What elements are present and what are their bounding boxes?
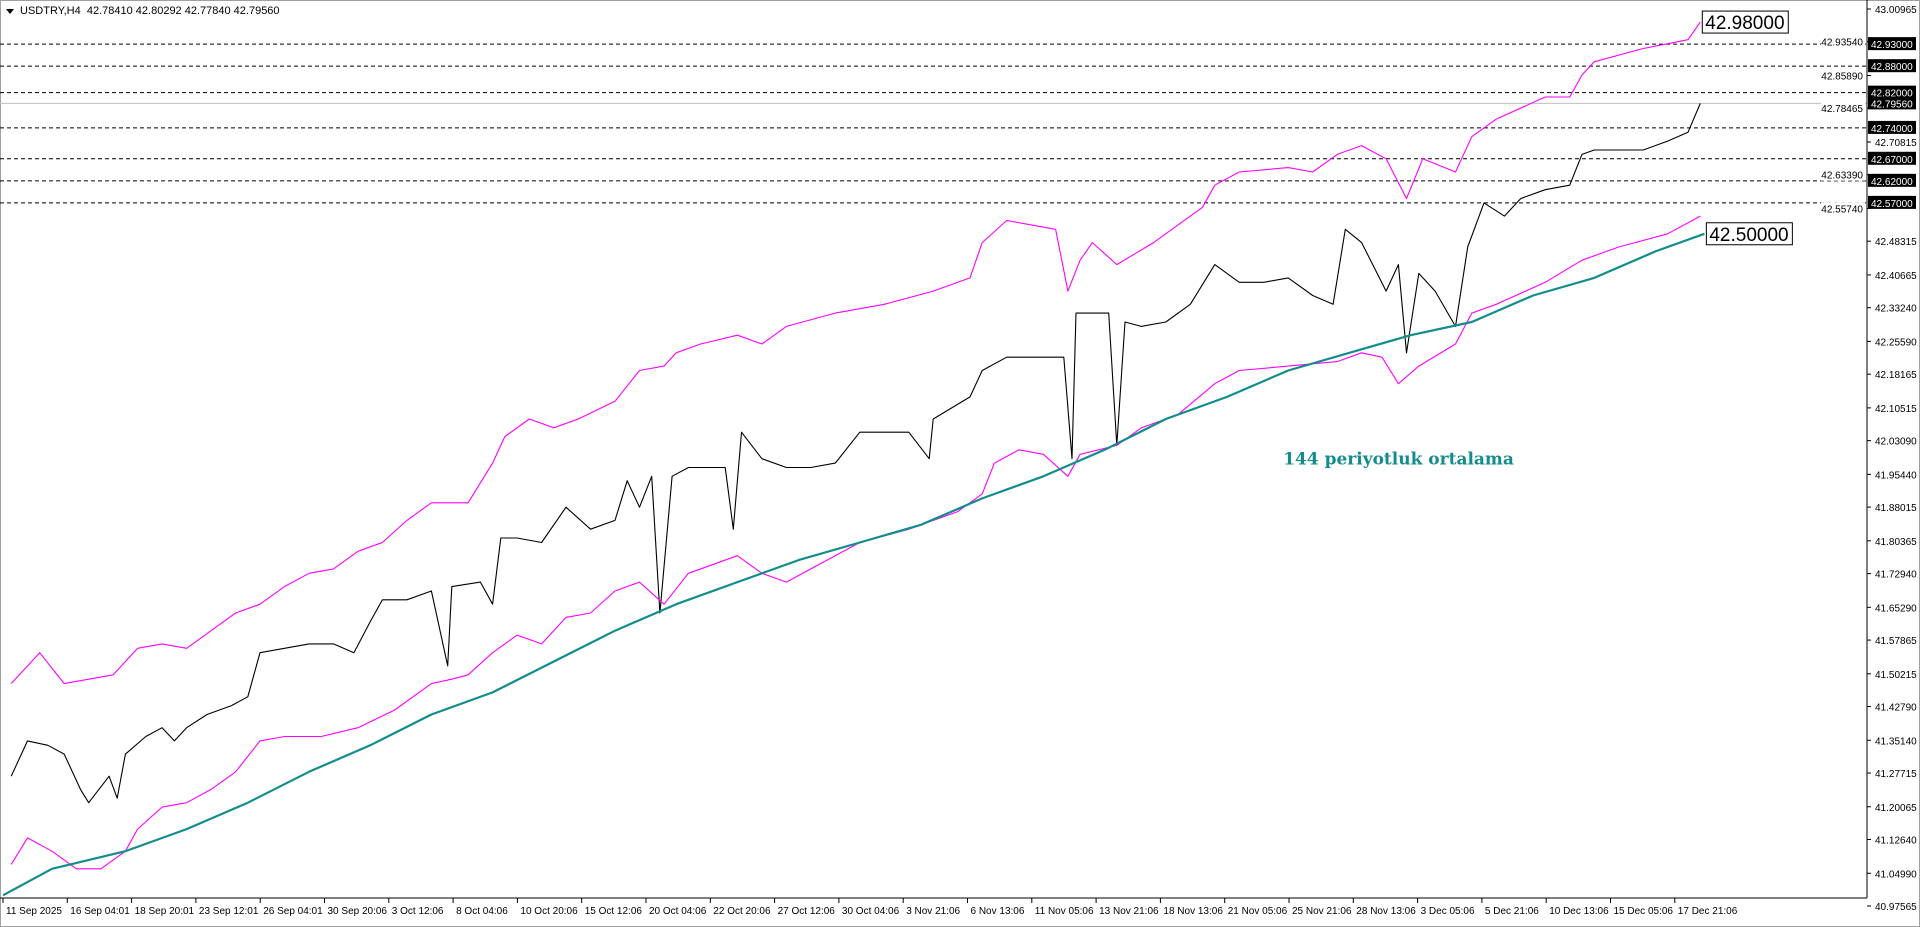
price-tag-label: 42.93000 <box>1871 40 1913 51</box>
price-tag-label: 42.88000 <box>1871 62 1913 73</box>
y-tick-label: 42.48315 <box>1875 237 1917 248</box>
price-callout-box <box>1701 10 1789 34</box>
series-upper-band <box>10 21 1701 685</box>
series-lower-band <box>10 215 1701 870</box>
y-tick-label: 41.72940 <box>1875 570 1917 581</box>
y-tick-label: 42.63390 <box>1821 171 1863 182</box>
series-ma-144 <box>2 232 1705 897</box>
price-tag-bg <box>1868 37 1916 51</box>
y-tick-label-bg <box>1821 35 1865 48</box>
x-tick-label: 10 Oct 20:06 <box>520 906 578 917</box>
x-tick-label: 11 Nov 05:06 <box>1035 906 1094 917</box>
y-tick-label: 42.93540 <box>1821 38 1863 49</box>
price-callout-label: 42.98000 <box>1705 13 1784 34</box>
x-tick-label: 17 Dec 21:06 <box>1678 906 1738 917</box>
price-callout-box <box>1705 222 1793 246</box>
y-tick-label: 42.18165 <box>1875 370 1917 381</box>
x-tick-label: 21 Nov 05:06 <box>1228 906 1288 917</box>
ohlc-values: 42.78410 42.80292 42.77840 42.79560 <box>86 5 280 17</box>
x-tick-label: 20 Oct 04:06 <box>649 906 707 917</box>
y-tick-label-bg <box>1821 168 1865 181</box>
x-tick-label: 30 Oct 04:06 <box>842 906 900 917</box>
x-tick-label: 18 Sep 20:01 <box>135 906 195 917</box>
price-tag-bg <box>1868 85 1916 99</box>
price-tag-label: 42.82000 <box>1871 89 1913 100</box>
dropdown-triangle-icon[interactable] <box>6 8 14 14</box>
y-tick-label: 42.03090 <box>1875 437 1917 448</box>
y-tick-label: 41.88015 <box>1875 503 1917 514</box>
y-tick-label: 42.55740 <box>1821 204 1863 215</box>
y-tick-label: 42.33240 <box>1875 304 1917 315</box>
y-tick-label: 42.78465 <box>1821 104 1863 115</box>
price-tag-bg <box>1868 59 1916 73</box>
y-tick-label: 43.00965 <box>1875 5 1917 16</box>
y-tick-label: 41.12640 <box>1875 836 1917 847</box>
x-tick-label: 26 Sep 04:01 <box>263 906 323 917</box>
y-tick-label: 42.25590 <box>1875 337 1917 348</box>
x-tick-label: 28 Nov 13:06 <box>1356 906 1416 917</box>
y-tick-label: 41.20065 <box>1875 803 1917 814</box>
y-tick-label-bg <box>1821 102 1865 115</box>
x-tick-label: 3 Oct 12:06 <box>392 906 444 917</box>
x-tick-label: 8 Oct 04:06 <box>456 906 508 917</box>
x-tick-label: 18 Nov 13:06 <box>1163 906 1223 917</box>
price-tag-bg <box>1868 151 1916 165</box>
y-tick-label-bg <box>1821 202 1865 215</box>
y-tick-label: 40.97565 <box>1875 902 1917 913</box>
x-tick-label: 15 Oct 12:06 <box>585 906 643 917</box>
y-tick-label: 42.70815 <box>1875 138 1917 149</box>
y-tick-label: 42.10515 <box>1875 404 1917 415</box>
y-tick-label: 41.95440 <box>1875 470 1917 481</box>
price-tag-bg <box>1868 195 1916 209</box>
symbol-label: USDTRY,H4 <box>20 5 81 17</box>
x-tick-label: 25 Nov 21:06 <box>1292 906 1352 917</box>
chart-title: USDTRY,H4 42.78410 42.80292 42.77840 42.… <box>6 5 280 17</box>
price-tag-bg <box>1868 120 1916 134</box>
x-tick-label: 6 Nov 13:06 <box>971 906 1025 917</box>
y-tick-label: 41.65290 <box>1875 603 1917 614</box>
y-tick-label: 41.80365 <box>1875 537 1917 548</box>
x-tick-label: 10 Dec 13:06 <box>1549 906 1609 917</box>
x-tick-label: 22 Oct 20:06 <box>713 906 771 917</box>
y-tick-label: 42.40665 <box>1875 271 1917 282</box>
y-tick-label: 41.57865 <box>1875 636 1917 647</box>
x-tick-label: 13 Nov 21:06 <box>1099 906 1159 917</box>
price-tag-bg <box>1868 173 1916 187</box>
price-callout-label: 42.50000 <box>1709 225 1788 246</box>
y-tick-label-bg <box>1821 69 1865 82</box>
series-close <box>10 103 1701 804</box>
x-tick-label: 3 Dec 05:06 <box>1421 906 1475 917</box>
y-tick-label: 41.35140 <box>1875 736 1917 747</box>
price-tag-label: 42.57000 <box>1871 199 1913 210</box>
x-tick-label: 15 Dec 05:06 <box>1614 906 1674 917</box>
x-tick-label: 30 Sep 20:06 <box>328 906 388 917</box>
y-tick-label: 42.85890 <box>1821 71 1863 82</box>
price-tag-label: 42.79560 <box>1871 99 1913 110</box>
y-tick-label: 41.42790 <box>1875 703 1917 714</box>
y-tick-label: 41.27715 <box>1875 769 1917 780</box>
x-tick-label: 5 Dec 21:06 <box>1485 906 1539 917</box>
x-tick-label: 3 Nov 21:06 <box>906 906 960 917</box>
x-tick-label: 11 Sep 2025 <box>6 906 62 917</box>
x-tick-label: 16 Sep 04:01 <box>70 906 130 917</box>
price-tag-label: 42.74000 <box>1871 124 1913 135</box>
price-tag-bg <box>1868 96 1916 110</box>
price-tag-label: 42.67000 <box>1871 155 1913 166</box>
y-tick-label: 41.50215 <box>1875 670 1917 681</box>
y-tick-label: 41.04990 <box>1875 869 1917 880</box>
price-tag-label: 42.62000 <box>1871 177 1913 188</box>
ma-annotation: 144 periyotluk ortalama <box>1283 450 1514 470</box>
x-tick-label: 23 Sep 12:01 <box>199 906 259 917</box>
x-tick-label: 27 Oct 12:06 <box>778 906 836 917</box>
